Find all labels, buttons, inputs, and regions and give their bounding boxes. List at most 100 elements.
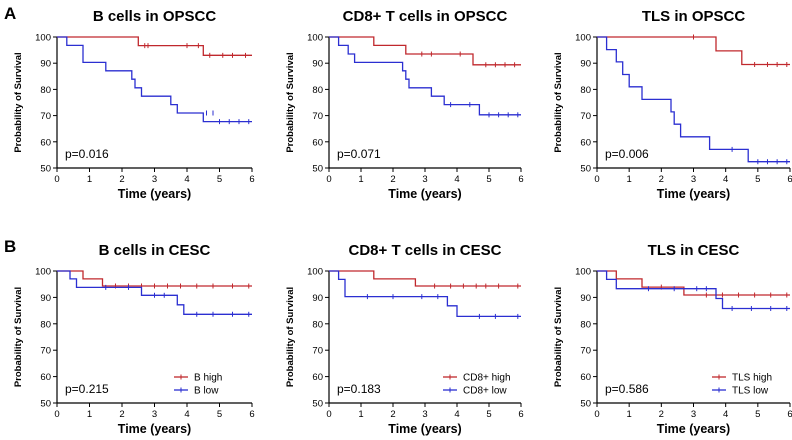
- x-tick-label: 1: [87, 409, 92, 420]
- y-tick-label: 70: [580, 111, 591, 122]
- x-tick-label: 3: [691, 409, 696, 420]
- y-tick-label: 100: [35, 267, 51, 278]
- p-value: p=0.071: [337, 147, 381, 161]
- y-tick-label: 80: [40, 319, 51, 330]
- x-tick-label: 5: [486, 409, 491, 420]
- survival-curve-low: [329, 36, 521, 116]
- y-axis-label: Probability of Survival: [553, 52, 564, 152]
- y-tick-label: 70: [40, 346, 51, 357]
- x-tick-label: 0: [54, 409, 59, 420]
- y-tick-label: 50: [312, 164, 323, 175]
- x-tick-label: 2: [390, 174, 395, 185]
- survival-curve-low: [57, 36, 252, 123]
- x-tick-label: 2: [659, 174, 664, 185]
- y-tick-label: 60: [40, 137, 51, 148]
- chart-6: TLS in CESC 50 60 70 80 90 100 0 1 2 3 4 5 6 Time (yea…: [553, 242, 792, 436]
- y-tick-label: 60: [40, 372, 51, 383]
- p-value: p=0.586: [605, 382, 649, 396]
- x-tick-label: 2: [390, 409, 395, 420]
- x-tick-label: 5: [755, 174, 760, 185]
- x-tick-label: 1: [87, 174, 92, 185]
- x-tick-label: 6: [787, 174, 792, 185]
- y-tick-label: 50: [580, 399, 591, 410]
- chart-title: CD8+ T cells in OPSCC: [343, 8, 508, 25]
- survival-curve-low: [329, 270, 521, 318]
- survival-curve-high: [597, 36, 790, 66]
- y-tick-label: 50: [40, 399, 51, 410]
- panel-label-a: A: [4, 4, 16, 23]
- legend-label: TLS low: [732, 386, 769, 397]
- chart-1: B cells in OPSCC 50 60 70 80 90 100 0 1 2 3 4 5 6 Time…: [13, 8, 255, 201]
- x-tick-label: 3: [691, 174, 696, 185]
- x-tick-label: 0: [326, 174, 331, 185]
- x-tick-label: 2: [119, 174, 124, 185]
- y-tick-label: 90: [312, 293, 323, 304]
- y-tick-label: 80: [580, 319, 591, 330]
- y-axis-label: Probability of Survival: [13, 52, 24, 152]
- y-tick-label: 60: [580, 137, 591, 148]
- survival-curve-low: [597, 270, 790, 310]
- x-tick-label: 6: [518, 174, 523, 185]
- chart-2: CD8+ T cells in OPSCC 50 60 70 80 90 100 0 1 2 3 4 5…: [285, 8, 524, 201]
- legend-label: B high: [194, 373, 222, 384]
- x-tick-label: 6: [249, 409, 254, 420]
- survival-curve-high: [57, 36, 252, 56]
- x-tick-label: 3: [422, 409, 427, 420]
- survival-curve-high: [329, 270, 521, 287]
- x-tick-label: 5: [486, 174, 491, 185]
- y-tick-label: 90: [580, 293, 591, 304]
- x-tick-label: 1: [358, 409, 363, 420]
- x-tick-label: 6: [518, 409, 523, 420]
- x-tick-label: 1: [627, 409, 632, 420]
- chart-5: CD8+ T cells in CESC 50 60 70 80 90 100 0 1 2 3 4 5 6…: [285, 242, 524, 436]
- y-axis-label: Probability of Survival: [285, 52, 296, 152]
- y-tick-label: 60: [580, 372, 591, 383]
- p-value: p=0.016: [65, 147, 109, 161]
- x-tick-label: 4: [454, 409, 459, 420]
- y-tick-label: 100: [35, 33, 51, 44]
- y-tick-label: 60: [312, 137, 323, 148]
- chart-title: CD8+ T cells in CESC: [349, 242, 502, 259]
- chart-title: B cells in OPSCC: [93, 8, 217, 25]
- x-axis-label: Time (years): [388, 422, 461, 436]
- survival-curve-low: [597, 36, 790, 163]
- chart-title: TLS in OPSCC: [642, 8, 746, 25]
- y-tick-label: 100: [307, 267, 323, 278]
- x-tick-label: 3: [152, 409, 157, 420]
- x-axis-label: Time (years): [118, 422, 191, 436]
- x-tick-label: 6: [787, 409, 792, 420]
- y-tick-label: 50: [580, 164, 591, 175]
- chart-title: B cells in CESC: [99, 242, 211, 259]
- x-axis-label: Time (years): [657, 187, 730, 201]
- y-tick-label: 70: [312, 346, 323, 357]
- y-tick-label: 100: [575, 267, 591, 278]
- y-tick-label: 80: [40, 85, 51, 96]
- x-axis-label: Time (years): [657, 422, 730, 436]
- chart-3: TLS in OPSCC 50 60 70 80 90 100 0 1 2 3 4 5 6 Time (ye…: [553, 8, 792, 201]
- y-tick-label: 70: [312, 111, 323, 122]
- y-tick-label: 60: [312, 372, 323, 383]
- chart-4: B cells in CESC 50 60 70 80 90 100 0 1 2 3 4 5 6 Time …: [13, 242, 255, 436]
- p-value: p=0.006: [605, 147, 649, 161]
- y-axis-label: Probability of Survival: [13, 287, 24, 387]
- x-tick-label: 5: [217, 409, 222, 420]
- survival-curve-high: [329, 36, 521, 66]
- y-tick-label: 80: [580, 85, 591, 96]
- y-tick-label: 50: [312, 399, 323, 410]
- x-tick-label: 4: [723, 409, 728, 420]
- x-tick-label: 4: [184, 409, 189, 420]
- legend-label: CD8+ low: [463, 386, 507, 397]
- x-tick-label: 4: [723, 174, 728, 185]
- y-tick-label: 70: [580, 346, 591, 357]
- y-axis-label: Probability of Survival: [285, 287, 296, 387]
- y-axis-label: Probability of Survival: [553, 287, 564, 387]
- x-tick-label: 0: [54, 174, 59, 185]
- y-tick-label: 90: [580, 59, 591, 70]
- x-tick-label: 4: [454, 174, 459, 185]
- panel-label-b: B: [4, 237, 16, 256]
- y-tick-label: 80: [312, 319, 323, 330]
- legend-label: CD8+ high: [463, 373, 511, 384]
- x-tick-label: 0: [326, 409, 331, 420]
- x-tick-label: 0: [594, 409, 599, 420]
